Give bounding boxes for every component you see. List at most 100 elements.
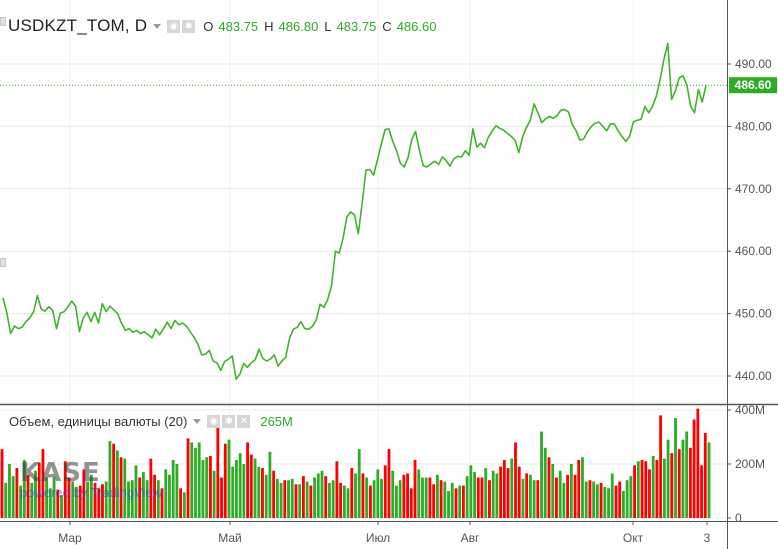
- volume-bar: [97, 488, 101, 518]
- volume-bar: [532, 480, 536, 518]
- volume-bar: [112, 443, 116, 518]
- volume-bar: [443, 481, 447, 518]
- eye-icon[interactable]: ◉: [167, 19, 181, 33]
- volume-bar: [342, 485, 346, 518]
- volume-bar: [696, 408, 700, 518]
- volume-bar: [56, 489, 60, 518]
- volume-bar: [543, 447, 547, 518]
- volume-bar: [71, 481, 75, 518]
- volume-bar: [599, 482, 603, 518]
- volume-bar: [506, 468, 510, 518]
- volume-bar: [540, 431, 543, 518]
- volume-bar: [480, 477, 484, 518]
- volume-bar: [138, 477, 142, 518]
- volume-bar: [528, 474, 532, 518]
- volume-bar: [11, 476, 15, 518]
- volume-bar: [573, 474, 577, 518]
- volume-bar: [316, 473, 320, 518]
- volume-bar: [164, 469, 168, 518]
- volume-bar: [101, 484, 104, 518]
- volume-bar: [659, 415, 663, 518]
- volume-bar: [171, 459, 175, 518]
- volume-bar: [640, 459, 644, 518]
- volume-bar: [569, 464, 573, 518]
- volume-bar: [63, 461, 67, 518]
- chevron-down-icon[interactable]: [153, 23, 162, 29]
- price-line: [2, 42, 707, 380]
- volume-bar: [86, 481, 89, 518]
- volume-tick-label: 200M: [735, 457, 765, 471]
- gear-icon[interactable]: ✱: [182, 19, 196, 33]
- close-icon[interactable]: ✕: [237, 415, 251, 428]
- watermark: KASE powered by TradingView: [20, 458, 162, 500]
- volume-bar: [391, 470, 395, 518]
- symbol-title[interactable]: USDKZT_TOM, D: [8, 16, 148, 35]
- volume-bar: [428, 477, 432, 518]
- volume-bar: [249, 454, 253, 518]
- volume-bar: [514, 442, 517, 518]
- pane-resize-handle[interactable]: [0, 258, 6, 267]
- gear-icon[interactable]: ✱: [222, 415, 236, 428]
- volume-bar: [495, 473, 499, 518]
- volume-bar: [216, 419, 220, 518]
- volume-bar: [662, 458, 666, 518]
- volume-bar: [246, 442, 249, 518]
- last-price-label: 486.60: [735, 78, 772, 92]
- volume-bar: [78, 485, 82, 518]
- kase-logo: KASE: [20, 458, 101, 488]
- volume-bar: [89, 474, 93, 518]
- volume-bar: [655, 459, 659, 518]
- chevron-down-icon[interactable]: [193, 419, 202, 424]
- volume-bar: [424, 477, 428, 518]
- time-tick-label: Май: [218, 531, 242, 545]
- volume-bar: [502, 459, 506, 518]
- volume-bar: [75, 486, 78, 518]
- volume-bar: [108, 441, 112, 518]
- volume-bar: [488, 480, 491, 518]
- volume-bar: [361, 473, 365, 518]
- volume-bar: [294, 484, 298, 518]
- pane-resize-handle[interactable]: [0, 17, 6, 26]
- volume-bar: [127, 481, 130, 518]
- volume-bar: [484, 468, 488, 518]
- eye-icon[interactable]: ◉: [207, 415, 221, 428]
- volume-bar: [398, 480, 402, 518]
- volume-bar: [692, 419, 696, 518]
- high-label: H: [264, 18, 274, 34]
- time-tick-label: Окт: [623, 531, 644, 545]
- main-legend: USDKZT_TOM, D ◉ ✱ O 483.75 H 486.80 L 48…: [8, 16, 436, 36]
- volume-bar: [592, 481, 596, 518]
- volume-bar: [469, 465, 473, 518]
- volume-bar: [220, 477, 223, 518]
- volume-bar: [354, 473, 357, 518]
- open-label: O: [203, 18, 214, 34]
- volume-bar: [22, 459, 26, 518]
- volume-bar: [395, 485, 398, 518]
- close-value: 486.60: [396, 18, 437, 34]
- volume-bar: [104, 481, 108, 518]
- volume-bar: [290, 478, 294, 518]
- volume-bar: [309, 485, 313, 518]
- volume-bar: [235, 459, 238, 518]
- time-tick-label: Июл: [366, 531, 390, 545]
- volume-bar: [409, 488, 413, 518]
- volume-bar: [402, 474, 406, 518]
- volume-bar: [584, 481, 588, 518]
- volume-bar: [380, 478, 383, 518]
- volume-title[interactable]: Объем, единицы валюты (20): [9, 414, 188, 429]
- volume-bar: [15, 468, 19, 518]
- volume-bar: [37, 462, 41, 518]
- volume-bar: [625, 480, 629, 518]
- volume-bar: [253, 458, 257, 518]
- price-tick-label: 450.00: [735, 307, 772, 321]
- volume-bar: [0, 449, 4, 518]
- volume-bar: [227, 439, 231, 518]
- volume-bar: [633, 465, 636, 518]
- price-tick-label: 440.00: [735, 369, 772, 383]
- volume-tick-label: 400M: [735, 403, 765, 417]
- volume-bar: [644, 461, 648, 518]
- last-price-badge: [729, 77, 777, 94]
- volume-bar: [82, 469, 86, 518]
- volume-bar: [622, 491, 625, 518]
